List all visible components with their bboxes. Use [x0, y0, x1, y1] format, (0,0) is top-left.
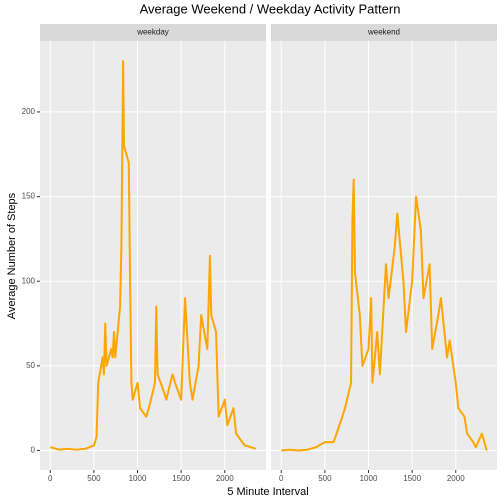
chart-title: Average Weekend / Weekday Activity Patte…: [140, 1, 401, 16]
x-tick-label: 0: [279, 474, 284, 483]
y-tick-label: 150: [22, 192, 36, 201]
x-tick-label: 2000: [216, 474, 234, 483]
x-tick-label: 2000: [447, 474, 465, 483]
panel: [271, 41, 497, 470]
strip-label: weekday: [136, 28, 169, 37]
x-axis-label: 5 Minute Interval: [227, 486, 308, 498]
strip: [40, 24, 266, 41]
x-tick-label: 1500: [403, 474, 421, 483]
x-tick-label: 500: [318, 474, 332, 483]
y-axis-label: Average Number of Steps: [6, 192, 18, 319]
panel: [40, 41, 266, 470]
strip: [271, 24, 497, 41]
x-tick-label: 0: [48, 474, 53, 483]
x-tick-label: 1500: [172, 474, 190, 483]
y-tick-label: 100: [22, 276, 36, 285]
x-tick-label: 1000: [129, 474, 147, 483]
strip-label: weekend: [367, 28, 400, 37]
data-line: [281, 178, 488, 452]
x-tick-label: 500: [87, 474, 101, 483]
x-tick-label: 1000: [360, 474, 378, 483]
data-line: [49, 60, 257, 451]
y-tick-label: 50: [26, 361, 35, 370]
y-tick-label: 0: [31, 446, 36, 455]
y-tick-label: 200: [22, 107, 36, 116]
